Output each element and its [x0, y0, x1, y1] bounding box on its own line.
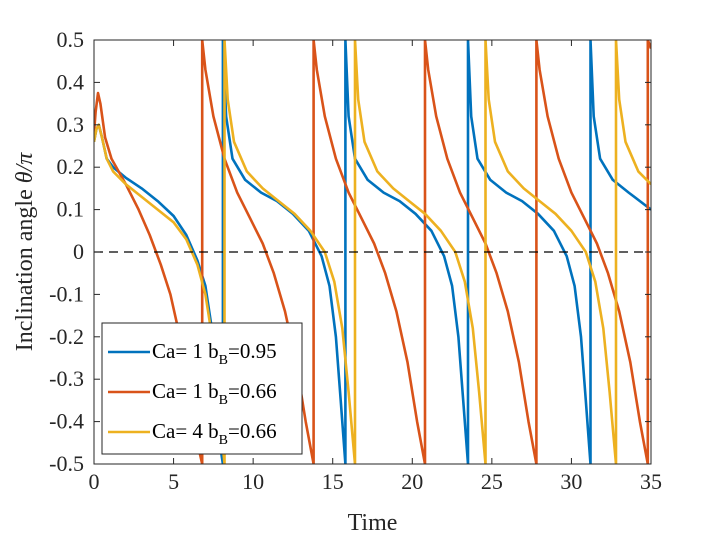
y-tick-label: -0.5	[49, 451, 84, 476]
y-tick-label: -0.4	[49, 409, 84, 434]
y-axis-title-text: Inclination angle	[12, 183, 38, 351]
x-tick-label: 30	[560, 469, 582, 494]
series-line-3	[94, 40, 651, 464]
legend-label-3: Ca= 4 bB=0.66	[152, 419, 277, 448]
legend: Ca= 1 bB=0.95 Ca= 1 bB=0.66 Ca= 4 bB=0.66	[101, 322, 303, 455]
legend-label-1: Ca= 1 bB=0.95	[152, 339, 277, 368]
y-tick-label: -0.2	[49, 324, 84, 349]
x-tick-label: 25	[481, 469, 503, 494]
legend-label-2: Ca= 1 bB=0.66	[152, 379, 277, 408]
x-axis-title: Time	[348, 510, 398, 536]
x-tick-label: 10	[242, 469, 264, 494]
y-tick-label: 0.4	[57, 69, 85, 94]
x-tick-label: 15	[322, 469, 344, 494]
y-axis-title-symbol: θ/π	[12, 152, 38, 183]
y-tick-label: 0.2	[57, 154, 85, 179]
y-tick-label: 0.3	[57, 112, 85, 137]
x-tick-label: 20	[401, 469, 423, 494]
y-axis-title: Inclination angle θ/π	[12, 152, 38, 351]
y-tick-label: 0	[73, 239, 84, 264]
y-tick-label: -0.1	[49, 281, 84, 306]
y-tick-label: -0.3	[49, 366, 84, 391]
x-tick-label: 0	[89, 469, 100, 494]
y-tick-label: 0.1	[57, 197, 85, 222]
x-tick-label: 5	[168, 469, 179, 494]
y-tick-label: 0.5	[57, 27, 85, 52]
x-tick-label: 35	[640, 469, 662, 494]
